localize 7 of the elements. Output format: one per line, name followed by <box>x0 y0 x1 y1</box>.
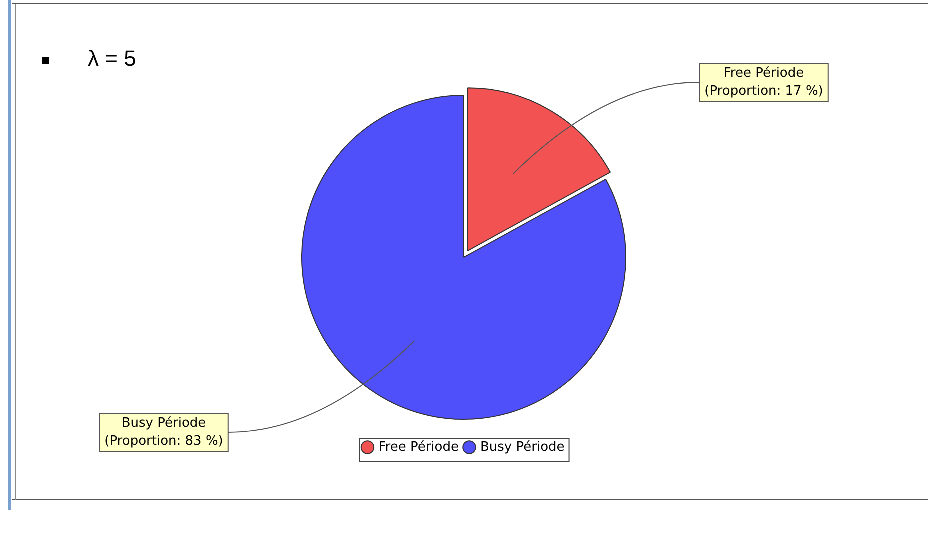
slice-label: Free Période <box>724 66 804 81</box>
data-label: (Proportion: 17 %) <box>704 84 824 99</box>
slice-label: Busy Période <box>122 416 206 431</box>
data-label: (Proportion: 83 %) <box>104 434 224 449</box>
chart-title: λ = 5 <box>88 46 136 72</box>
legend-label: Busy Période <box>480 440 565 455</box>
legend-label: Free Période <box>378 440 459 455</box>
